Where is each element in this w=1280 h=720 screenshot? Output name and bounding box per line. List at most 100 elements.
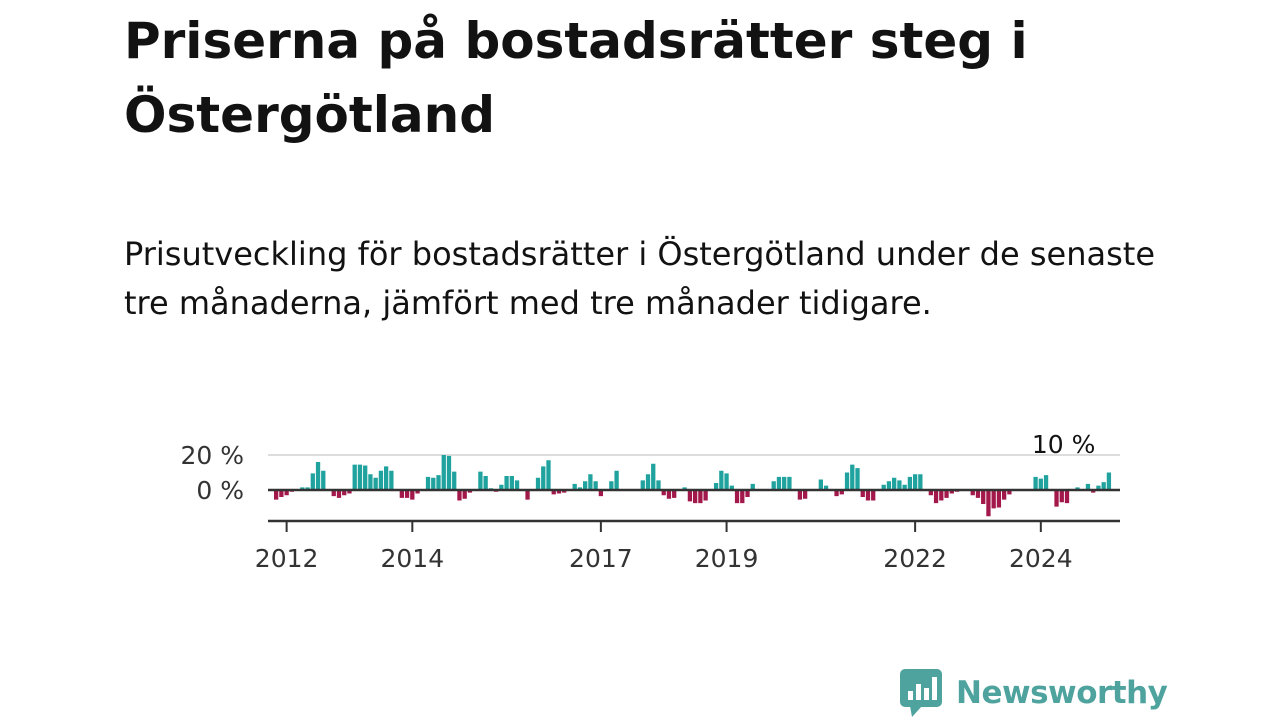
bar <box>478 471 483 491</box>
bar <box>839 490 844 495</box>
bar <box>687 490 693 502</box>
bar <box>415 490 420 494</box>
newsworthy-bar-chart-icon <box>900 669 942 717</box>
x-tick-label: 2012 <box>255 544 319 573</box>
bar <box>284 490 289 496</box>
bar <box>797 490 803 500</box>
latest-value-annotation: 10 % <box>1032 430 1096 459</box>
bar <box>713 483 719 490</box>
bar <box>693 490 698 504</box>
bar <box>274 490 279 500</box>
brand-name: Newsworthy <box>956 675 1168 711</box>
bar <box>823 485 829 491</box>
bar <box>315 462 321 490</box>
axis-layer <box>268 488 1120 532</box>
bar <box>818 479 823 490</box>
bar <box>331 490 336 497</box>
bar <box>1007 490 1012 495</box>
bar <box>881 484 886 490</box>
bar <box>310 473 315 491</box>
x-tick-label: 2024 <box>1009 544 1073 573</box>
bar <box>577 487 583 491</box>
bar <box>525 490 530 500</box>
label-layer: 20 % 0 % 2012 2014 2017 2019 2022 2024 10 % <box>180 430 1095 573</box>
bar <box>865 490 871 501</box>
x-tick-label: 2014 <box>381 544 445 573</box>
bar <box>279 490 284 497</box>
bar <box>719 470 724 490</box>
bar <box>583 481 588 490</box>
bar <box>918 474 923 490</box>
x-tick-label: 2019 <box>695 544 759 573</box>
bar <box>939 490 944 501</box>
bar <box>640 480 645 491</box>
bar <box>871 490 876 501</box>
bar <box>357 464 363 491</box>
bar <box>457 490 462 501</box>
bar <box>771 481 776 490</box>
bar <box>834 490 839 497</box>
bar <box>986 490 991 517</box>
bar <box>907 476 913 491</box>
bar <box>651 463 656 490</box>
bar <box>305 487 310 491</box>
bar <box>975 490 981 498</box>
bar <box>467 490 473 493</box>
bar <box>614 470 619 490</box>
x-tick-label: 2017 <box>569 544 633 573</box>
bar <box>1033 476 1038 491</box>
bar <box>944 490 949 498</box>
bar <box>745 490 750 497</box>
bar <box>504 476 509 490</box>
bar <box>383 466 389 491</box>
bar <box>347 490 352 494</box>
bar <box>672 490 677 498</box>
bar <box>551 490 556 495</box>
bar <box>698 490 703 504</box>
bar <box>300 487 305 491</box>
bar <box>535 477 541 490</box>
bar <box>928 490 933 496</box>
bar <box>802 490 808 499</box>
bar <box>645 474 651 490</box>
bar <box>776 476 782 491</box>
bar <box>1075 487 1080 491</box>
bar <box>436 475 441 491</box>
bar <box>1096 485 1101 491</box>
bar <box>321 470 326 490</box>
bar <box>546 460 551 490</box>
bar <box>336 490 342 498</box>
bar <box>787 476 792 491</box>
bar <box>897 480 902 491</box>
bar <box>850 464 855 491</box>
bar <box>342 490 347 496</box>
bar <box>886 481 892 490</box>
bar <box>1059 490 1064 503</box>
bar <box>598 490 604 497</box>
bar <box>666 490 672 499</box>
bar <box>425 476 431 491</box>
bar <box>556 490 562 494</box>
bar <box>656 480 661 491</box>
bar <box>462 490 467 499</box>
x-tick-label: 2022 <box>883 544 947 573</box>
bar <box>514 480 520 491</box>
bar <box>378 470 384 490</box>
bar <box>389 470 394 490</box>
bar <box>970 490 975 496</box>
brand-logo: Newsworthy <box>900 668 1168 718</box>
bar <box>892 477 897 490</box>
bar <box>1091 490 1096 493</box>
bar <box>588 474 593 490</box>
bar <box>1106 472 1112 490</box>
bar <box>1085 483 1091 491</box>
bar <box>446 455 452 491</box>
bar <box>1043 475 1049 491</box>
bar <box>609 481 614 490</box>
bar <box>572 483 577 491</box>
bars-layer <box>274 455 1112 517</box>
bar <box>483 476 488 490</box>
bar <box>855 468 860 491</box>
bar <box>991 490 996 509</box>
